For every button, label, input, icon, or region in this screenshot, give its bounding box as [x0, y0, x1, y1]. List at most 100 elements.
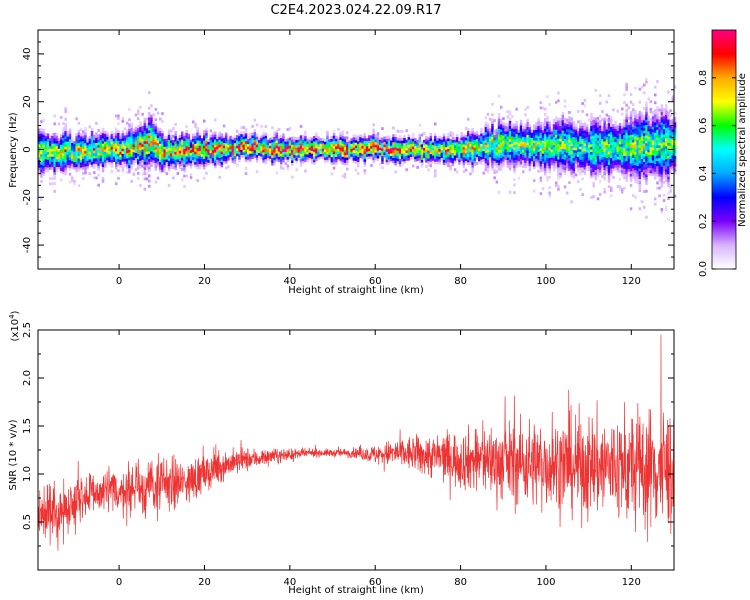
- heatmap-cell: [434, 138, 437, 141]
- heatmap-cell: [654, 101, 657, 105]
- heatmap-cell: [209, 139, 213, 143]
- heatmap-cell: [574, 137, 578, 140]
- heatmap-cell: [75, 166, 78, 170]
- heatmap-cell: [610, 160, 613, 164]
- heatmap-cell: [64, 130, 67, 134]
- heatmap-cell: [662, 131, 666, 135]
- heatmap-cell: [134, 113, 138, 117]
- heatmap-cell: [376, 134, 380, 138]
- heatmap-cell: [126, 171, 129, 174]
- heatmap-cell: [522, 128, 525, 132]
- heatmap-cell: [346, 152, 349, 155]
- heatmap-cell: [555, 184, 558, 187]
- heatmap-cell: [115, 156, 118, 160]
- heatmap-cell: [255, 159, 259, 163]
- heatmap-cell: [398, 153, 402, 157]
- heatmap-cell: [453, 144, 457, 148]
- heatmap-cell: [313, 156, 316, 160]
- heatmap-cell: [552, 118, 556, 122]
- heatmap-cell: [592, 122, 595, 126]
- heatmap-cell: [187, 162, 191, 166]
- heatmap-cell: [365, 143, 369, 147]
- heatmap-cell: [152, 134, 155, 137]
- heatmap-cell: [427, 147, 430, 151]
- heatmap-cell: [66, 141, 70, 145]
- heatmap-cell: [156, 153, 160, 157]
- heatmap-cell: [260, 143, 263, 147]
- heatmap-cell: [574, 131, 578, 135]
- heatmap-cell: [669, 187, 672, 191]
- heatmap-cell: [517, 155, 521, 159]
- heatmap-cell: [409, 151, 413, 155]
- heatmap-cell: [156, 129, 160, 133]
- heatmap-cell: [651, 134, 655, 138]
- heatmap-cell: [475, 149, 479, 152]
- heatmap-cell: [539, 124, 543, 128]
- heatmap-cell: [649, 123, 653, 127]
- heatmap-cell: [420, 146, 424, 150]
- snr-multiplier-exp: 4: [8, 314, 16, 319]
- heatmap-cell: [434, 145, 437, 149]
- heatmap-cell: [581, 141, 584, 144]
- heatmap-cell: [95, 137, 98, 141]
- heatmap-cell: [561, 153, 565, 157]
- heatmap-cell: [79, 141, 83, 145]
- heatmap-cell: [640, 169, 644, 172]
- heatmap-cell: [242, 152, 246, 155]
- heatmap-cell: [568, 163, 571, 166]
- heatmap-cell: [460, 134, 463, 138]
- heatmap-cell: [104, 143, 107, 147]
- heatmap-cell: [150, 140, 153, 144]
- heatmap-cell: [581, 109, 584, 113]
- heatmap-cell: [552, 165, 556, 169]
- heatmap-cell: [253, 142, 257, 145]
- heatmap-cell: [570, 125, 573, 128]
- heatmap-cell: [500, 157, 503, 161]
- heatmap-cell: [574, 129, 578, 133]
- heatmap-cell: [671, 121, 675, 125]
- heatmap-cell: [539, 192, 543, 196]
- heatmap-cell: [79, 149, 83, 152]
- heatmap-cell: [478, 140, 481, 144]
- heatmap-cell: [170, 134, 173, 138]
- heatmap-cell: [130, 156, 133, 160]
- heatmap-cell: [623, 145, 626, 149]
- heatmap-cell: [671, 131, 675, 135]
- heatmap-cell: [632, 118, 635, 122]
- heatmap-cell: [585, 168, 589, 171]
- heatmap-cell: [139, 105, 142, 109]
- heatmap-cell: [211, 144, 215, 148]
- heatmap-cell: [511, 149, 514, 152]
- heatmap-cell: [64, 128, 67, 132]
- heatmap-cell: [156, 140, 160, 144]
- heatmap-cell: [467, 128, 470, 132]
- heatmap-cell: [269, 150, 272, 154]
- heatmap-cell: [286, 154, 290, 157]
- heatmap-cell: [599, 94, 602, 97]
- heatmap-cell: [508, 149, 512, 153]
- heatmap-cell: [546, 144, 549, 148]
- heatmap-cell: [449, 154, 452, 158]
- heatmap-cell: [99, 160, 103, 164]
- heatmap-cell: [145, 159, 149, 163]
- heatmap-cell: [583, 125, 587, 128]
- heatmap-cell: [163, 146, 166, 150]
- heatmap-cell: [574, 150, 578, 153]
- heatmap-cell: [97, 162, 100, 166]
- heatmap-cell: [73, 180, 76, 183]
- heatmap-cell: [143, 128, 147, 131]
- heatmap-cell: [572, 149, 576, 153]
- heatmap-cell: [541, 153, 545, 157]
- heatmap-cell: [62, 135, 65, 138]
- heatmap-cell: [293, 152, 296, 156]
- heatmap-cell: [574, 142, 578, 146]
- heatmap-cell: [601, 110, 604, 113]
- heatmap-cell: [44, 148, 48, 152]
- heatmap-cell: [563, 138, 567, 142]
- heatmap-cell: [656, 158, 659, 161]
- heatmap-cell: [53, 171, 56, 175]
- heatmap-cell: [372, 136, 375, 140]
- heatmap-cell: [357, 164, 360, 168]
- heatmap-cell: [669, 109, 672, 113]
- heatmap-cell: [550, 128, 554, 132]
